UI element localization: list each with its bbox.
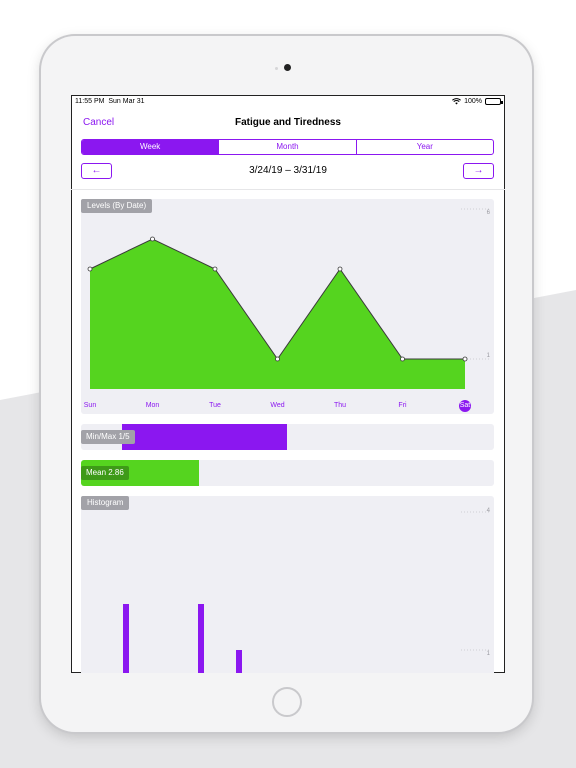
histogram-bar-4	[236, 650, 242, 673]
levels-point-tue[interactable]	[212, 266, 218, 272]
levels-point-sat[interactable]	[462, 356, 468, 362]
levels-area-chart	[87, 208, 491, 389]
day-label-wed[interactable]: Wed	[270, 402, 285, 409]
segment-month[interactable]: Month	[218, 140, 355, 154]
levels-point-fri[interactable]	[400, 356, 405, 362]
histogram-card: Histogram 4 1	[81, 496, 494, 673]
levels-chart-tag: Levels (By Date)	[81, 199, 153, 213]
day-label-mon[interactable]: Mon	[145, 402, 160, 409]
levels-area	[90, 239, 465, 389]
wifi-icon	[452, 98, 462, 105]
levels-point-sun[interactable]	[87, 266, 93, 272]
device-screen: 11:55 PM Sun Mar 31 100% Cancel Fatigue …	[71, 95, 505, 673]
segment-week[interactable]: Week	[82, 140, 219, 154]
day-label-sat[interactable]: Sat	[459, 400, 471, 412]
status-date: Sun Mar 31	[108, 98, 145, 105]
camera-sensor	[275, 67, 278, 70]
date-range-label: 3/24/19 – 3/31/19	[249, 165, 327, 176]
day-label-thu[interactable]: Thu	[333, 402, 347, 409]
status-bar: 11:55 PM Sun Mar 31 100%	[71, 95, 505, 109]
previous-range-button[interactable]: ←	[81, 163, 112, 179]
front-camera	[284, 64, 291, 71]
levels-point-wed[interactable]	[275, 356, 280, 362]
status-right: 100%	[452, 98, 503, 105]
day-label-fri[interactable]: Fri	[398, 402, 407, 409]
day-label-tue[interactable]: Tue	[209, 402, 221, 409]
mean-label: Mean 2.86	[81, 466, 129, 480]
levels-chart-card: Levels (By Date) 6 1 Sun Mon Tue Wed Thu Fri S…	[81, 199, 494, 414]
navigation-bar: Cancel Fatigue and Tiredness	[71, 113, 505, 133]
date-range-row: ← 3/24/19 – 3/31/19 →	[71, 163, 505, 183]
cancel-button[interactable]: Cancel	[83, 117, 115, 128]
status-time-date: 11:55 PM Sun Mar 31	[75, 98, 145, 105]
page-title: Fatigue and Tiredness	[235, 117, 341, 128]
histogram-bar-1	[123, 604, 129, 673]
next-range-button[interactable]: →	[463, 163, 494, 179]
histogram-bar-3	[198, 604, 204, 673]
histogram-chart	[123, 511, 491, 673]
divider	[71, 189, 505, 190]
minmax-bar-card: Min/Max 1/5	[81, 424, 494, 450]
arrow-right-icon: →	[473, 165, 484, 176]
segment-year[interactable]: Year	[355, 140, 493, 154]
mean-bar-card: Mean 2.86	[81, 460, 494, 486]
home-button[interactable]	[272, 687, 302, 717]
battery-icon	[485, 98, 503, 105]
battery-percent: 100%	[464, 98, 482, 105]
histogram-y-max-label: 4	[486, 508, 490, 514]
arrow-left-icon: ←	[91, 165, 102, 176]
period-segmented-control: Week Month Year	[81, 139, 494, 155]
levels-point-mon[interactable]	[150, 236, 155, 242]
levels-y-min-label: 1	[486, 353, 490, 359]
minmax-label: Min/Max 1/5	[81, 430, 135, 444]
levels-point-thu[interactable]	[337, 266, 343, 272]
status-time: 11:55 PM	[75, 98, 105, 105]
histogram-y-min-label: 1	[486, 651, 490, 657]
histogram-tag: Histogram	[81, 496, 130, 510]
day-label-sun[interactable]: Sun	[83, 402, 97, 409]
levels-y-max-label: 6	[486, 210, 490, 216]
minmax-range-fill	[122, 424, 288, 450]
